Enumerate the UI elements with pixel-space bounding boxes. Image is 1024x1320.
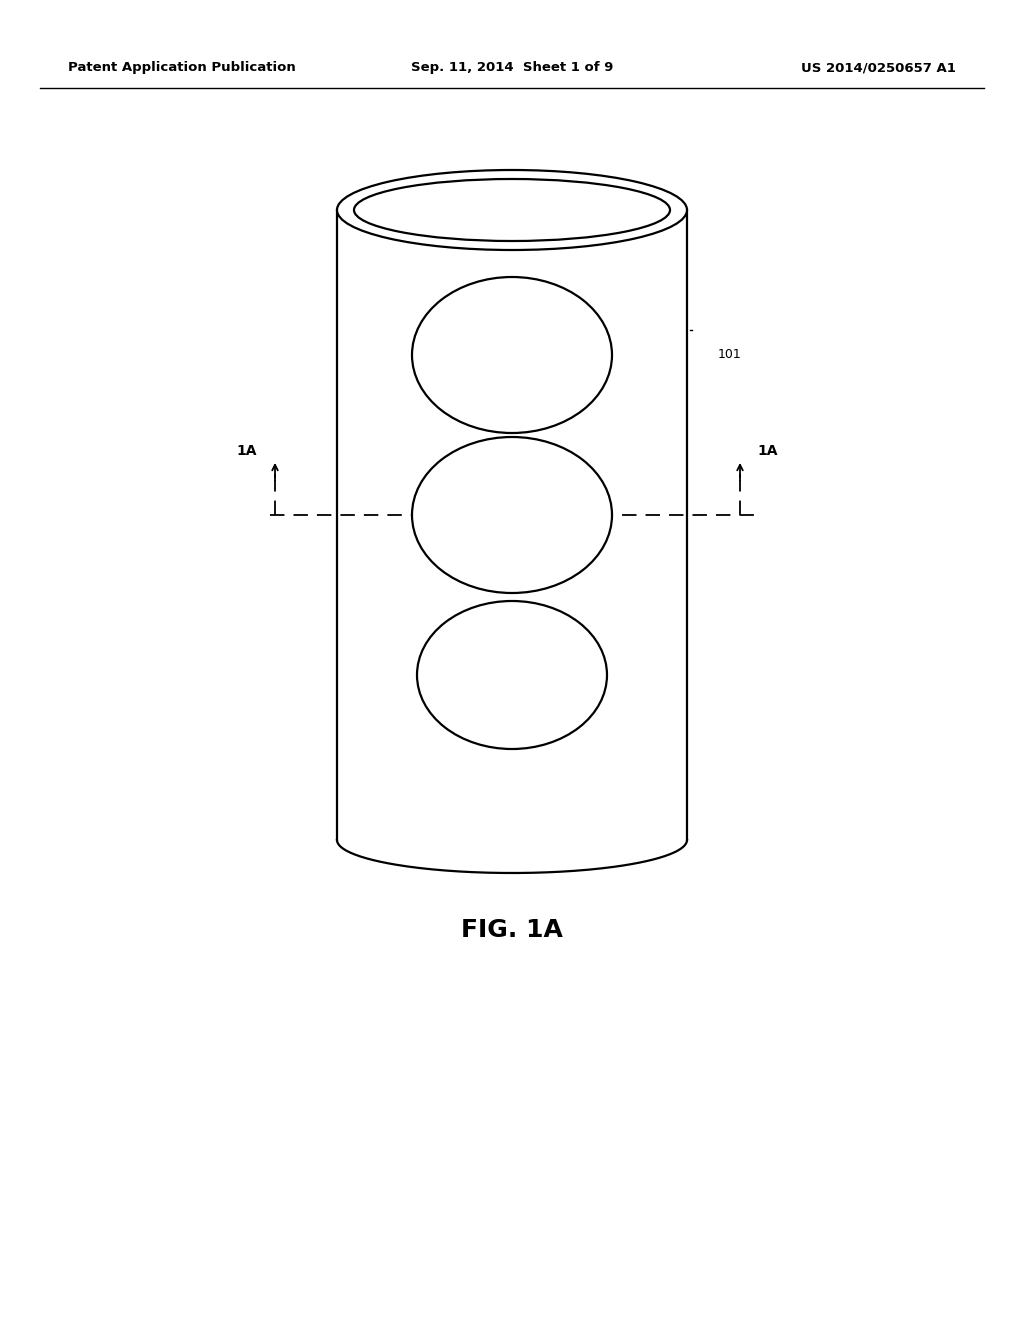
Ellipse shape <box>417 601 607 748</box>
Text: 102: 102 <box>553 209 600 228</box>
Ellipse shape <box>354 180 670 242</box>
Text: Sep. 11, 2014  Sheet 1 of 9: Sep. 11, 2014 Sheet 1 of 9 <box>411 62 613 74</box>
Text: FIG. 1A: FIG. 1A <box>461 917 563 942</box>
Text: 1A: 1A <box>758 444 778 458</box>
Text: 103: 103 <box>558 516 601 535</box>
Text: 103: 103 <box>553 676 596 694</box>
Ellipse shape <box>412 277 612 433</box>
Ellipse shape <box>337 170 687 249</box>
Text: Patent Application Publication: Patent Application Publication <box>68 62 296 74</box>
Text: 101: 101 <box>718 348 741 362</box>
Text: US 2014/0250657 A1: US 2014/0250657 A1 <box>801 62 956 74</box>
Ellipse shape <box>412 437 612 593</box>
Text: 103: 103 <box>556 356 599 375</box>
Text: 1A: 1A <box>237 444 257 458</box>
